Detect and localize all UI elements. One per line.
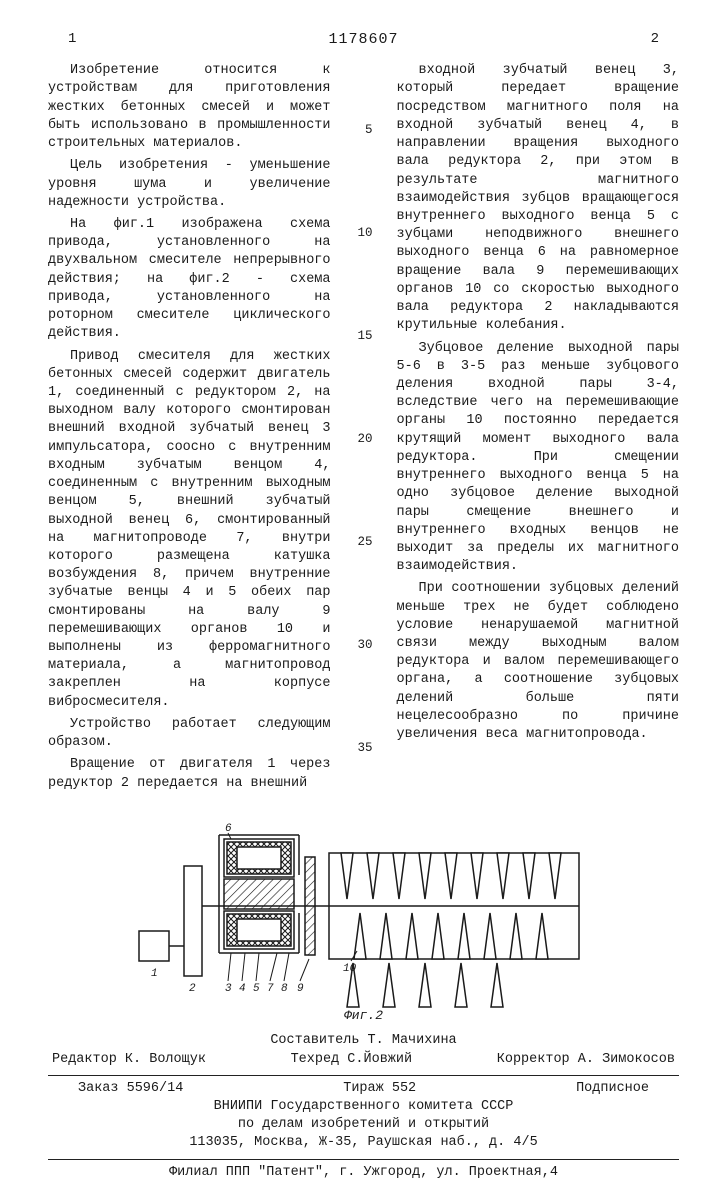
- line-num: 25: [355, 534, 373, 551]
- divider: [48, 1075, 679, 1076]
- para: Вращение от двигателя 1 через редуктор 2…: [48, 756, 331, 792]
- credits: Составитель Т. Мачихина Редактор К. Воло…: [48, 1032, 679, 1068]
- svg-text:8: 8: [281, 983, 288, 995]
- org-line-2: по делам изобретений и открытий: [48, 1116, 679, 1134]
- editor: Редактор К. Волощук: [52, 1051, 206, 1069]
- document-number: 1178607: [76, 30, 650, 50]
- line-num: 20: [355, 431, 373, 448]
- tirage: Тираж 552: [343, 1080, 416, 1098]
- line-num: 35: [355, 740, 373, 757]
- svg-text:5: 5: [253, 983, 260, 995]
- svg-text:1: 1: [151, 968, 158, 980]
- para: Зубцовое деление выходной пары 5-6 в 3-5…: [397, 340, 680, 577]
- header: 1 1178607 2: [48, 30, 679, 62]
- svg-text:2: 2: [189, 983, 196, 995]
- techred: Техред С.Йовжий: [291, 1051, 413, 1069]
- svg-text:10: 10: [343, 963, 357, 975]
- svg-text:9: 9: [297, 983, 304, 995]
- line-number-gutter: 5 10 15 20 25 30 35: [355, 62, 373, 797]
- para: Изобретение относится к устройствам для …: [48, 62, 331, 153]
- para: Привод смесителя для жестких бетонных см…: [48, 348, 331, 712]
- para: входной зубчатый венец 3, который переда…: [397, 62, 680, 335]
- para: При соотношении зубцовых делений меньше …: [397, 580, 680, 744]
- branch: Филиал ППП "Патент", г. Ужгород, ул. Про…: [48, 1164, 679, 1182]
- sign: Подписное: [576, 1080, 649, 1098]
- order-no: Заказ 5596/14: [78, 1080, 183, 1098]
- line-num: 15: [355, 328, 373, 345]
- figure-2-svg: 1 2 3 4 5 6 7 8 9 10: [129, 811, 599, 1011]
- para: На фиг.1 изображена схема привода, устан…: [48, 216, 331, 344]
- right-column: входной зубчатый венец 3, который переда…: [397, 62, 680, 797]
- org-line-1: ВНИИПИ Государственного комитета СССР: [48, 1098, 679, 1116]
- corrector: Корректор А. Зимокосов: [497, 1051, 675, 1069]
- para: Устройство работает следующим образом.: [48, 716, 331, 752]
- para: Цель изобретения - уменьшение уровня шум…: [48, 157, 331, 212]
- line-num: 30: [355, 637, 373, 654]
- figure-caption: Фиг.2: [48, 1007, 679, 1025]
- figure-2: 1 2 3 4 5 6 7 8 9 10 Фиг.2: [48, 811, 679, 1025]
- text-columns: Изобретение относится к устройствам для …: [48, 62, 679, 797]
- page-num-left: 1: [68, 30, 76, 50]
- compiler: Составитель Т. Мачихина: [48, 1032, 679, 1050]
- line-num: 5: [355, 122, 373, 139]
- svg-text:3: 3: [225, 983, 232, 995]
- divider-2: [48, 1159, 679, 1160]
- svg-text:4: 4: [239, 983, 246, 995]
- left-column: Изобретение относится к устройствам для …: [48, 62, 331, 797]
- page-num-right: 2: [651, 30, 659, 50]
- address: 113035, Москва, Ж-35, Раушская наб., д. …: [48, 1134, 679, 1152]
- line-num: 10: [355, 225, 373, 242]
- footer: Заказ 5596/14 Тираж 552 Подписное ВНИИПИ…: [48, 1080, 679, 1182]
- svg-text:7: 7: [267, 983, 274, 995]
- page: 1 1178607 2 Изобретение относится к устр…: [0, 0, 707, 1202]
